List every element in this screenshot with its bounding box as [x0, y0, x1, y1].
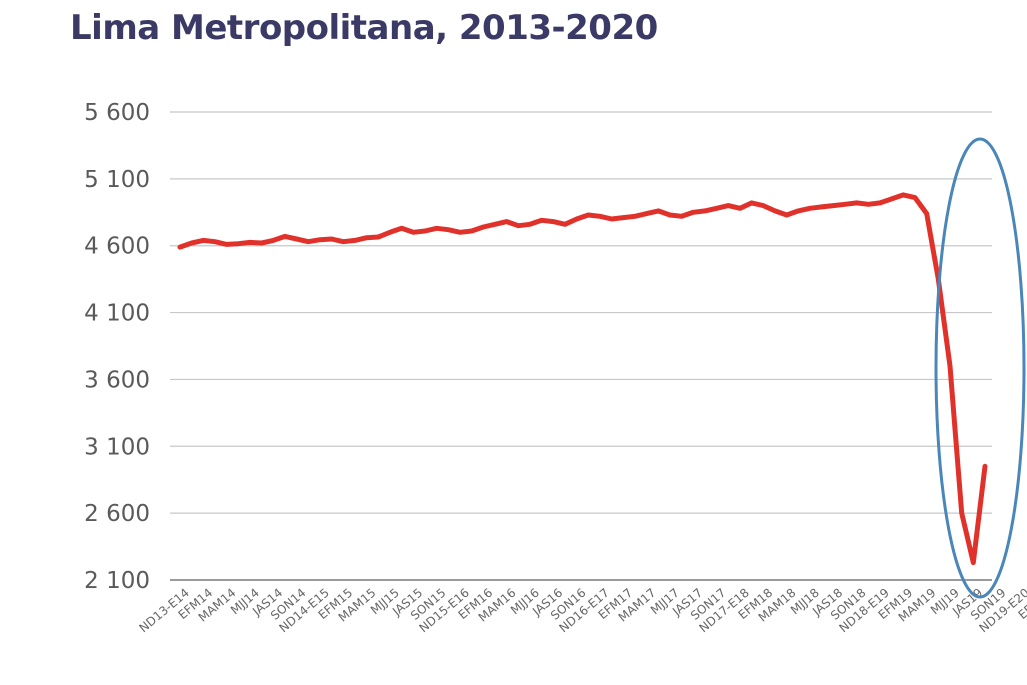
y-tick-label: 5 100 — [84, 167, 150, 193]
y-tick-label: 5 600 — [84, 100, 150, 126]
y-tick-label: 4 600 — [84, 234, 150, 260]
series-line — [177, 192, 988, 566]
y-tick-label: 2 100 — [84, 568, 150, 594]
gridlines — [170, 111, 992, 581]
y-axis-ticks: 5 600 5 100 4 600 4 100 3 600 3 100 2 600 2 100 — [84, 100, 150, 594]
y-tick-label: 3 100 — [84, 434, 150, 460]
chart-title: Lima Metropolitana, 2013-2020 — [70, 8, 658, 48]
highlight-ellipse — [934, 137, 1026, 599]
x-axis-ticks: ND13-E14EFM14MAM14MJJ14JAS14SON14ND14-E1… — [136, 586, 1027, 636]
y-tick-label: 2 600 — [84, 501, 150, 527]
y-tick-label: 4 100 — [84, 301, 150, 327]
y-tick-label: 3 600 — [84, 367, 150, 393]
